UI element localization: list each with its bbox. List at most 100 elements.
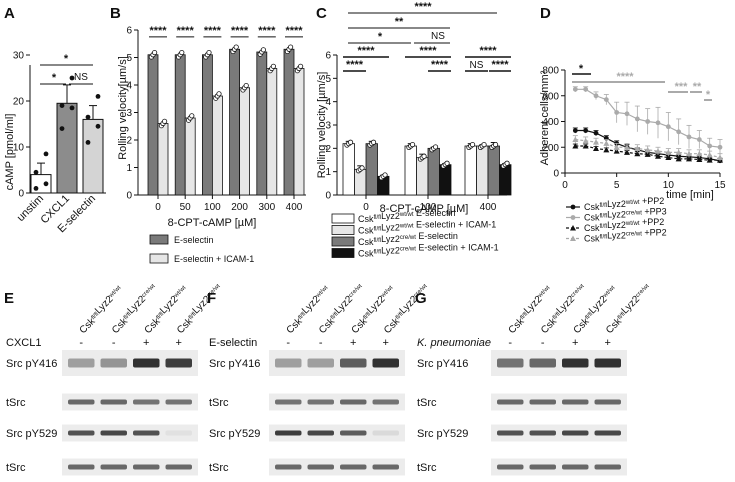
panel-d-point: [583, 86, 589, 92]
panel-c-ytick-label: 6: [325, 51, 331, 62]
blot-band: [275, 464, 302, 470]
panel-b-point: [162, 118, 168, 124]
blot-membrane: [269, 458, 405, 476]
blot-band: [68, 464, 95, 470]
panel-c-point: [469, 142, 476, 148]
panel-d-sig-5: *: [706, 89, 711, 101]
blot-band: [68, 358, 95, 368]
panel-b-sig: ****: [204, 25, 222, 37]
panel-a-point: [69, 105, 75, 111]
blot-band: [497, 464, 524, 470]
panel-d-point: [696, 137, 702, 142]
panel-d-legend-label: Cskfl/flLyz2cre/wt +PP3: [584, 207, 667, 223]
panel-d-point: [634, 150, 641, 157]
panel-c-bar: [416, 157, 429, 196]
blot-treatment-sign: +: [143, 337, 149, 349]
panel-a-ylabel: cAMP [pmol/ml]: [4, 114, 16, 191]
panel-c-bar: [464, 145, 477, 196]
panel-b-bar: [293, 68, 305, 196]
panel-d-legend-label: Cskfl/flLyz2cre/wt +PP2: [584, 228, 667, 244]
panel-b-xlabels: 0 50 100 200 300 400: [155, 195, 303, 213]
panel-b-point: [189, 113, 195, 119]
panel-c-significance: **** **** **** **** NS **** ****: [343, 45, 511, 72]
panel-b-ytick-label: 3: [126, 108, 132, 119]
panel-d-ytick-label: 400: [542, 117, 559, 128]
panel-b-point: [270, 63, 276, 69]
panel-b-point: [233, 44, 239, 50]
blot-panel-letter: F: [207, 290, 216, 307]
panel-a-bars: [30, 75, 104, 194]
panel-c-ytick-label: 4: [325, 97, 331, 108]
panel-a-point: [95, 94, 101, 99]
blot-treatment-label: K. pneumoniae: [417, 337, 491, 349]
panel-d-legend-marker: [570, 235, 576, 241]
panel-c-legend-swatch: [331, 236, 355, 247]
panel-b-point: [152, 49, 158, 56]
blot-treatment-sign: +: [605, 337, 611, 349]
panel-b-legend-swatch-1: [149, 234, 169, 245]
panel-d-point: [655, 148, 661, 154]
panel-b-ytick-label: 6: [126, 26, 132, 37]
blot-row-label: tSrc: [417, 397, 437, 409]
blot-band: [594, 399, 621, 405]
panel-d-legend-marker: [570, 225, 576, 231]
blot-band: [562, 430, 589, 436]
blot-treatment-sign: +: [176, 337, 182, 349]
blot-band: [340, 358, 367, 368]
panel-d-point: [603, 97, 609, 103]
blot-band: [529, 358, 556, 368]
blot-band: [100, 399, 127, 405]
panel-a-sig-3: NS: [74, 72, 88, 83]
panel-c-sig-top-4: NS: [431, 31, 445, 42]
panel-c-bar: [499, 164, 512, 196]
panel-c-xlabels: 0 100 400: [363, 195, 497, 213]
panel-d-sig-2: ****: [616, 71, 634, 83]
blot-band: [529, 464, 556, 470]
panel-c-point: [370, 139, 377, 145]
panel-d-point: [706, 151, 713, 158]
panel-c-bar: [439, 164, 452, 196]
panel-c-ytick-label: 1: [325, 167, 331, 178]
panel-d-point: [572, 128, 578, 133]
panel-c-sig: ****: [419, 45, 437, 57]
panel-c-bars: [342, 139, 512, 196]
panel-b-sig: ****: [285, 25, 303, 37]
panel-b-point: [243, 82, 249, 89]
blot-band: [562, 464, 589, 470]
panel-d-point: [582, 137, 589, 144]
panel-c-ytick-label: 2: [325, 144, 331, 155]
western-blots: ECskfl/flLyz2wt/wtCskfl/flLyz2cre/wtCskf…: [4, 283, 651, 476]
panel-b-sig: ****: [258, 25, 276, 37]
panel-d-point: [665, 124, 671, 130]
panel-b-ytick-label: 5: [126, 53, 132, 64]
blot-band: [165, 399, 192, 405]
blot-membrane: [269, 424, 405, 442]
blot-band: [165, 358, 192, 368]
panel-c-legend-label: Cskfl/flLyz2wt/wt E-selectin + ICAM-1: [358, 220, 496, 236]
panel-b-xtick-label: 200: [231, 202, 248, 213]
blot-row-label: Src pY529: [6, 428, 57, 440]
blot-treatment-sign: -: [541, 337, 545, 349]
panel-c-bar: [427, 147, 440, 196]
panel-d-legend-label: Cskfl/flLyz2wt/wt +PP2: [584, 217, 664, 233]
panel-c-point: [444, 160, 450, 166]
panel-a-sig-1: *: [64, 53, 69, 65]
panel-b-legend-swatch-2: [149, 253, 169, 264]
panel-d-point: [634, 116, 640, 122]
panel-d-point: [593, 93, 599, 99]
panel-b-sig: ****: [177, 25, 195, 37]
panel-d-sig-3: ***: [675, 81, 689, 93]
blot-treatment-sign: +: [383, 337, 389, 349]
panel-d-point: [686, 134, 692, 140]
panel-d-xlabel: time [min]: [666, 189, 714, 201]
panel-c-legend-swatch: [331, 213, 355, 224]
panel-d-point: [717, 144, 723, 150]
blot-band: [594, 430, 621, 436]
panel-d-point: [717, 154, 723, 161]
panel-c-ytick-label: 0: [325, 191, 331, 202]
blot-band: [340, 399, 367, 405]
panel-b-bar: [283, 48, 295, 196]
blot-treatment-sign: +: [350, 337, 356, 349]
